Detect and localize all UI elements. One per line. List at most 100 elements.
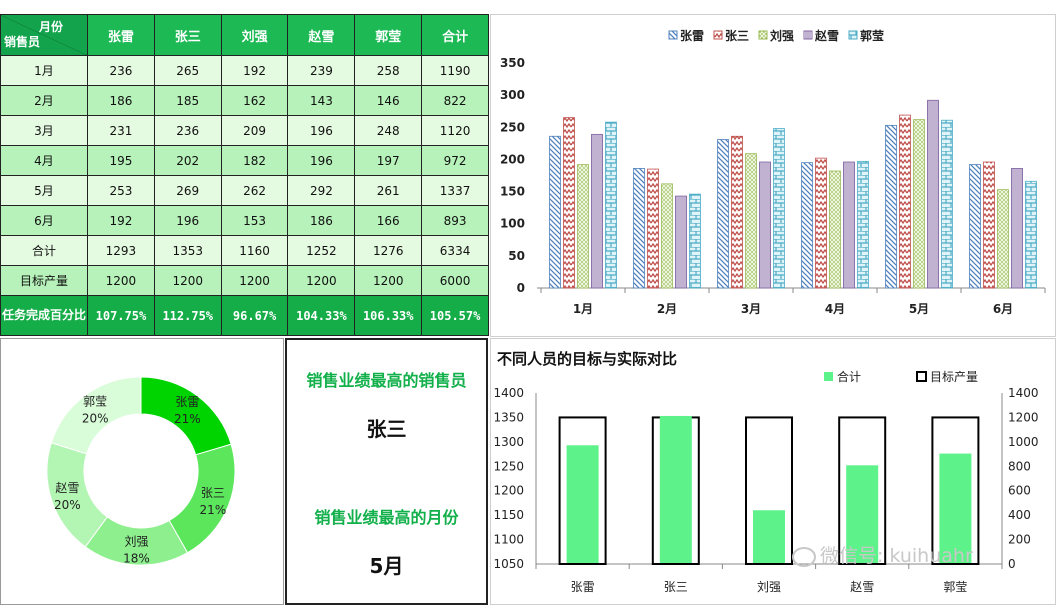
target-vs-actual-chart: 不同人员的目标与实际对比 1050 1100 1150 1200 1250 1300 1350… bbox=[493, 350, 1039, 594]
highlights-panel: 销售业绩最高的销售员 张三 销售业绩最高的月份 5月 bbox=[285, 338, 488, 605]
table-cell: 1353 bbox=[153, 235, 222, 266]
y-tick-label: 150 bbox=[500, 185, 525, 199]
table-cell: 972 bbox=[421, 145, 489, 176]
table-cell: 153 bbox=[220, 205, 289, 236]
table-cell: 196 bbox=[287, 145, 356, 176]
share-donut-chart-panel: 张雷 21% 张三 21% 刘强 18% 赵雪 20% 郭莹 20% bbox=[0, 338, 284, 605]
table-cell: 1160 bbox=[220, 235, 289, 266]
table-cell: 196 bbox=[153, 205, 222, 236]
bar-chart-bars bbox=[549, 99, 1037, 289]
legend-label: 刘强 bbox=[770, 28, 794, 43]
left-y-tick-label: 1300 bbox=[493, 435, 524, 449]
donut-slice-郭莹 bbox=[50, 376, 142, 455]
donut-slice-percent: 20% bbox=[54, 498, 81, 512]
y-tick-label: 100 bbox=[500, 217, 525, 231]
table-cell: 209 bbox=[220, 115, 289, 146]
right-y-tick-label: 800 bbox=[1008, 459, 1031, 473]
table-cell: 262 bbox=[220, 175, 289, 206]
bar-张雷-2月 bbox=[633, 168, 645, 289]
bar-赵雪-2月 bbox=[675, 195, 687, 289]
legend-swatch bbox=[803, 30, 813, 40]
column-header: 合计 bbox=[421, 14, 489, 56]
column-header: 张三 bbox=[153, 14, 222, 56]
legend-label-target: 目标产量 bbox=[930, 370, 978, 384]
table-cell: 182 bbox=[220, 145, 289, 176]
legend-label: 赵雪 bbox=[814, 28, 839, 43]
left-y-tick-label: 1200 bbox=[493, 484, 524, 498]
table-row: 5月 253 269 262 292 261 1337 bbox=[0, 175, 489, 206]
x-tick-label: 赵雪 bbox=[850, 580, 874, 594]
table-corner-header: 月份 销售员 bbox=[0, 14, 88, 56]
wechat-icon bbox=[792, 546, 816, 567]
bar-张雷-5月 bbox=[885, 124, 897, 289]
table-cell: 197 bbox=[354, 145, 423, 176]
x-tick-label: 3月 bbox=[741, 302, 761, 316]
y-tick-label: 250 bbox=[500, 120, 525, 134]
share-donut-chart: 张雷 21% 张三 21% 刘强 18% 赵雪 20% 郭莹 20% bbox=[46, 376, 236, 566]
table-cell: 1252 bbox=[287, 235, 356, 266]
table-cell: 166 bbox=[354, 205, 423, 236]
left-y-tick-label: 1050 bbox=[493, 557, 524, 571]
legend-label: 张三 bbox=[725, 28, 749, 43]
bar-刘强-2月 bbox=[661, 183, 673, 289]
actual-bar-赵雪 bbox=[846, 465, 879, 563]
table-row: 2月 186 185 162 143 146 822 bbox=[0, 85, 489, 116]
table-cell: 893 bbox=[421, 205, 489, 236]
donut-slice-percent: 21% bbox=[174, 412, 201, 426]
right-y-tick-label: 1400 bbox=[1008, 386, 1039, 400]
x-tick-label: 1月 bbox=[573, 302, 593, 316]
column-header: 赵雪 bbox=[287, 14, 356, 56]
row-label: 5月 bbox=[0, 175, 88, 206]
bar-刘强-3月 bbox=[745, 153, 757, 289]
completion-rate-row: 任务完成百分比 107.75% 112.75% 96.67% 104.33% 106.33… bbox=[0, 295, 489, 336]
table-row: 合计 1293 1353 1160 1252 1276 6334 bbox=[0, 235, 489, 266]
actual-bar-张三 bbox=[659, 415, 692, 563]
donut-slice-name: 张三 bbox=[201, 486, 225, 500]
bar-刘强-5月 bbox=[913, 119, 925, 289]
row-label: 6月 bbox=[0, 205, 88, 236]
bar-郭莹-4月 bbox=[857, 160, 869, 289]
table-cell: 261 bbox=[354, 175, 423, 206]
table-row: 3月 231 236 209 196 248 1120 bbox=[0, 115, 489, 146]
bar-赵雪-5月 bbox=[927, 99, 939, 289]
bar-郭莹-2月 bbox=[689, 193, 701, 289]
table-cell: 258 bbox=[354, 55, 423, 86]
row-label: 4月 bbox=[0, 145, 88, 176]
legend-label: 郭莹 bbox=[860, 28, 884, 43]
completion-rate-cell: 106.33% bbox=[354, 295, 423, 336]
x-tick-label: 5月 bbox=[909, 302, 929, 316]
bar-张三-1月 bbox=[563, 117, 575, 289]
left-y-tick-label: 1350 bbox=[493, 410, 524, 424]
table-cell: 196 bbox=[287, 115, 356, 146]
right-y-tick-label: 1200 bbox=[1008, 410, 1039, 424]
row-label: 1月 bbox=[0, 55, 88, 86]
table-cell: 236 bbox=[153, 115, 222, 146]
x-tick-label: 刘强 bbox=[757, 580, 781, 594]
completion-rate-cell: 107.75% bbox=[87, 295, 155, 336]
y-tick-label: 50 bbox=[508, 249, 525, 263]
table-cell: 1200 bbox=[354, 265, 423, 296]
completion-rate-cell: 112.75% bbox=[153, 295, 222, 336]
completion-rate-cell: 96.67% bbox=[220, 295, 289, 336]
bar-郭莹-5月 bbox=[941, 119, 953, 289]
bar-赵雪-3月 bbox=[759, 161, 771, 289]
completion-rate-cell: 105.57% bbox=[421, 295, 489, 336]
x-tick-label: 6月 bbox=[993, 302, 1013, 316]
table-row: 1月 236 265 192 239 258 1190 bbox=[0, 55, 489, 86]
bar-张三-4月 bbox=[815, 157, 827, 289]
table-cell: 1337 bbox=[421, 175, 489, 206]
column-header: 刘强 bbox=[220, 14, 289, 56]
bar-刘强-1月 bbox=[577, 164, 589, 289]
table-cell: 6334 bbox=[421, 235, 489, 266]
right-y-tick-label: 200 bbox=[1008, 533, 1031, 547]
donut-slice-percent: 18% bbox=[123, 551, 150, 565]
table-cell: 822 bbox=[421, 85, 489, 116]
completion-rate-label: 任务完成百分比 bbox=[0, 295, 88, 336]
x-tick-label: 4月 bbox=[825, 302, 845, 316]
legend-label: 张雷 bbox=[680, 28, 704, 43]
bar-chart-axes: 0 50 100 150 200 250 300 350 1月 2月 3月 4月 5月 6月 bbox=[500, 56, 1046, 316]
row-label: 3月 bbox=[0, 115, 88, 146]
legend-swatch bbox=[668, 30, 678, 40]
bar-张三-3月 bbox=[731, 135, 743, 289]
target-vs-actual-chart-panel: 不同人员的目标与实际对比 1050 1100 1150 1200 1250 1300 1350… bbox=[490, 338, 1056, 605]
